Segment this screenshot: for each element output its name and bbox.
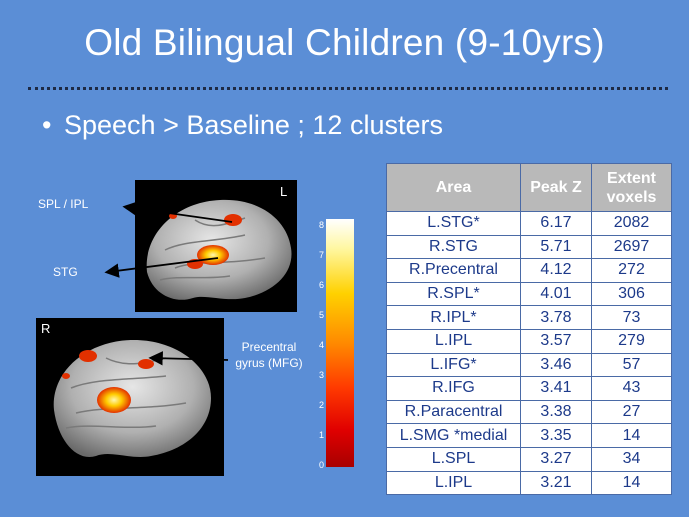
table-row: L.STG* 6.17 2082 xyxy=(386,211,672,236)
dotted-divider xyxy=(28,87,668,90)
cell-extent: 14 xyxy=(591,423,672,448)
table-row: R.IPL* 3.78 73 xyxy=(386,305,672,330)
cell-extent: 34 xyxy=(591,446,672,472)
label-precentral-line2: gyrus (MFG) xyxy=(235,356,303,370)
header-extent-line2: voxels xyxy=(606,188,657,206)
cell-area: R.Precentral xyxy=(386,258,521,283)
colorbar-tick: 0 xyxy=(318,460,324,470)
cell-area: L.IPL xyxy=(386,328,521,354)
color-scale: 8 7 6 5 4 3 2 1 0 xyxy=(308,215,356,475)
table-row: L.IPL 3.57 279 xyxy=(386,328,672,354)
table-row: R.Precentral 4.12 272 xyxy=(386,258,672,283)
cell-peak-z: 3.41 xyxy=(520,376,592,401)
cell-extent: 2082 xyxy=(591,211,672,236)
colorbar-tick: 6 xyxy=(318,280,324,290)
cell-peak-z: 3.78 xyxy=(520,305,592,330)
cell-area: R.STG xyxy=(386,234,521,260)
table-row: L.IPL 3.21 14 xyxy=(386,470,672,496)
label-spl-ipl: SPL / IPL xyxy=(38,197,89,211)
cell-extent: 14 xyxy=(591,470,672,496)
bullet-dot-icon: • xyxy=(42,110,52,140)
cell-extent: 279 xyxy=(591,328,672,354)
brain-right-illustration xyxy=(53,340,211,457)
clusters-table: Area Peak Z Extent voxels L.STG* 6.17 2082… xyxy=(386,163,672,496)
cell-peak-z: 3.46 xyxy=(520,352,592,378)
cell-area: R.IFG xyxy=(386,376,521,401)
bullet-text: Speech > Baseline ; 12 clusters xyxy=(64,110,443,140)
table-header-row: Area Peak Z Extent voxels xyxy=(386,163,672,212)
colorbar-tick: 4 xyxy=(318,340,324,350)
colorbar-tick: 8 xyxy=(318,220,324,230)
bullet-item: • Speech > Baseline ; 12 clusters xyxy=(42,110,443,141)
cell-area: L.IPL xyxy=(386,470,521,496)
table-row: L.SPL 3.27 34 xyxy=(386,446,672,472)
table-row: R.SPL* 4.01 306 xyxy=(386,281,672,307)
cell-area: L.IFG* xyxy=(386,352,521,378)
brain-image-right-hemisphere: R xyxy=(36,318,224,476)
label-precentral-line1: Precentral xyxy=(241,340,297,354)
cell-peak-z: 4.12 xyxy=(520,258,592,283)
cell-area: R.IPL* xyxy=(386,305,521,330)
header-extent: Extent voxels xyxy=(591,163,672,212)
cell-extent: 57 xyxy=(591,352,672,378)
cell-peak-z: 6.17 xyxy=(520,211,592,236)
header-area: Area xyxy=(386,163,521,212)
cell-peak-z: 4.01 xyxy=(520,281,592,307)
colorbar-tick: 2 xyxy=(318,400,324,410)
table-row: L.SMG *medial 3.35 14 xyxy=(386,423,672,448)
cell-area: L.SPL xyxy=(386,446,521,472)
cell-peak-z: 3.21 xyxy=(520,470,592,496)
cell-extent: 73 xyxy=(591,305,672,330)
color-scale-bar xyxy=(326,219,354,467)
cell-extent: 2697 xyxy=(591,234,672,260)
colorbar-tick: 7 xyxy=(318,250,324,260)
cell-extent: 27 xyxy=(591,399,672,425)
panel-letter-l: L xyxy=(280,184,288,199)
cell-peak-z: 3.38 xyxy=(520,399,592,425)
cell-area: R.Paracentral xyxy=(386,399,521,425)
brain-image-left-hemisphere: L xyxy=(135,180,297,312)
cell-area: L.STG* xyxy=(386,211,521,236)
table-row: L.IFG* 3.46 57 xyxy=(386,352,672,378)
header-peak-z: Peak Z xyxy=(520,163,592,212)
header-extent-line1: Extent xyxy=(607,169,656,187)
colorbar-tick: 3 xyxy=(318,370,324,380)
cell-peak-z: 3.35 xyxy=(520,423,592,448)
panel-letter-r: R xyxy=(41,321,51,336)
label-stg: STG xyxy=(53,265,78,279)
cell-extent: 43 xyxy=(591,376,672,401)
slide-title: Old Bilingual Children (9-10yrs) xyxy=(84,22,605,63)
cell-extent: 272 xyxy=(591,258,672,283)
table-row: R.STG 5.71 2697 xyxy=(386,234,672,260)
cell-extent: 306 xyxy=(591,281,672,307)
label-precentral: Precentral gyrus (MFG) xyxy=(229,339,309,371)
brain-left-illustration xyxy=(146,199,292,300)
cell-area: R.SPL* xyxy=(386,281,521,307)
table-row: R.IFG 3.41 43 xyxy=(386,376,672,401)
colorbar-tick: 5 xyxy=(318,310,324,320)
cell-area: L.SMG *medial xyxy=(386,423,521,448)
cell-peak-z: 5.71 xyxy=(520,234,592,260)
colorbar-tick: 1 xyxy=(318,430,324,440)
cell-peak-z: 3.57 xyxy=(520,328,592,354)
table-row: R.Paracentral 3.38 27 xyxy=(386,399,672,425)
cell-peak-z: 3.27 xyxy=(520,446,592,472)
